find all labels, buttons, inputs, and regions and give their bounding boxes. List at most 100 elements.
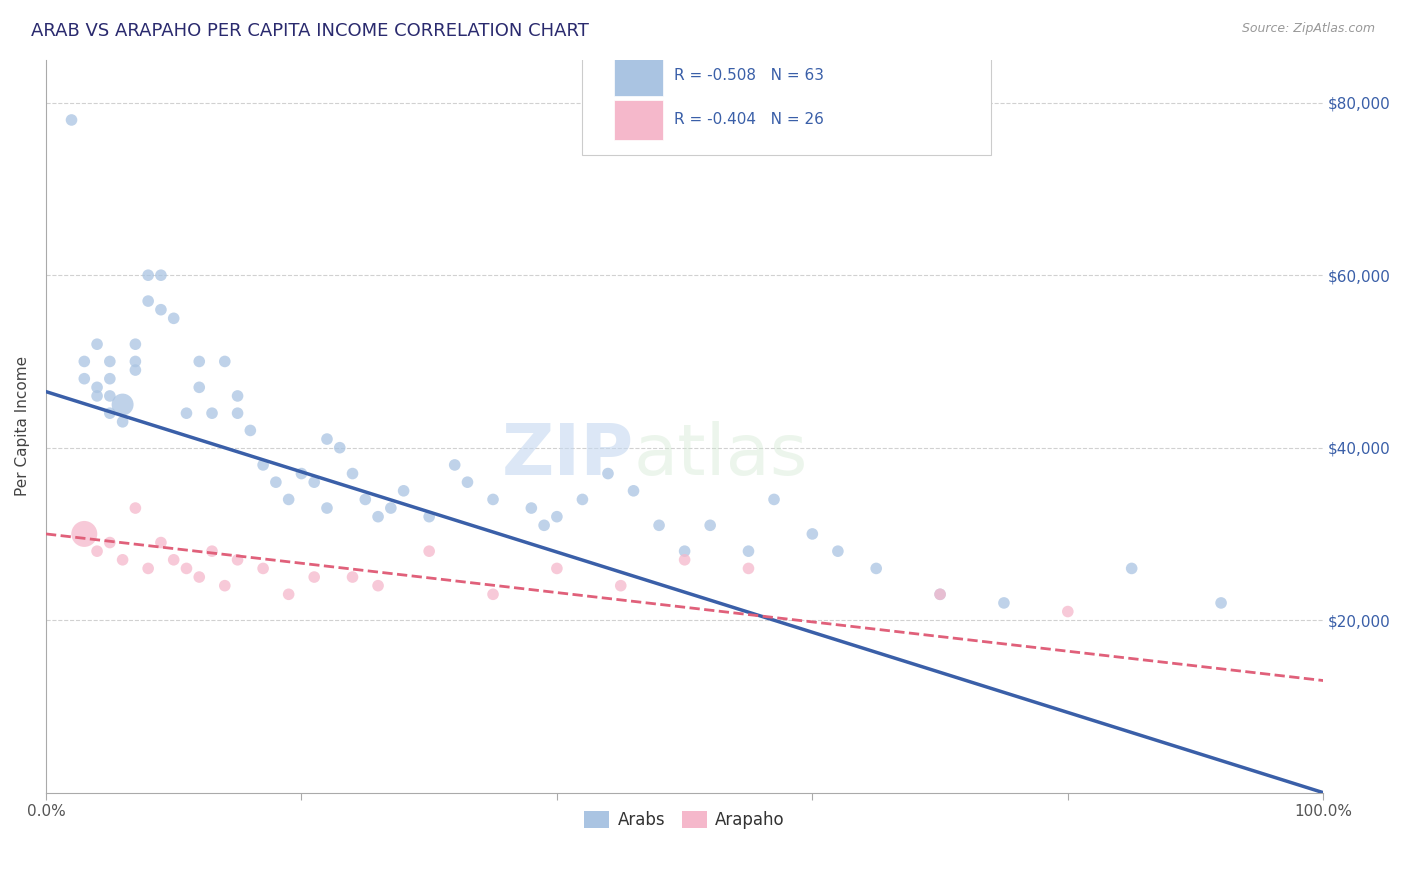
Point xyxy=(737,561,759,575)
Point xyxy=(380,501,402,516)
Point xyxy=(201,544,224,558)
Point xyxy=(993,596,1015,610)
Point xyxy=(214,579,236,593)
Point xyxy=(316,432,339,446)
Point xyxy=(1121,561,1143,575)
Point xyxy=(546,561,568,575)
Point xyxy=(316,501,339,516)
Point xyxy=(277,587,299,601)
Point xyxy=(86,389,108,403)
Point xyxy=(302,570,325,584)
Point xyxy=(60,112,83,127)
Point xyxy=(1056,605,1078,619)
Bar xyxy=(614,56,662,96)
Point xyxy=(176,406,198,420)
Point xyxy=(252,561,274,575)
Point xyxy=(302,475,325,490)
Point xyxy=(226,553,249,567)
Point xyxy=(865,561,887,575)
Text: ZIP: ZIP xyxy=(502,421,634,490)
Text: R = -0.508   N = 63: R = -0.508 N = 63 xyxy=(675,68,824,83)
Point xyxy=(201,406,224,420)
Point xyxy=(342,570,364,584)
Point xyxy=(149,535,172,549)
Point xyxy=(98,372,121,386)
Point xyxy=(239,424,262,438)
Point xyxy=(763,492,786,507)
Legend: Arabs, Arapaho: Arabs, Arapaho xyxy=(578,804,792,836)
Point xyxy=(482,587,505,601)
Point xyxy=(520,501,543,516)
Point xyxy=(98,535,121,549)
Text: ARAB VS ARAPAHO PER CAPITA INCOME CORRELATION CHART: ARAB VS ARAPAHO PER CAPITA INCOME CORREL… xyxy=(31,22,589,40)
Point xyxy=(111,415,134,429)
Text: Source: ZipAtlas.com: Source: ZipAtlas.com xyxy=(1241,22,1375,36)
Point xyxy=(188,570,211,584)
Point xyxy=(367,579,389,593)
Point xyxy=(610,579,633,593)
Point xyxy=(163,311,186,326)
Point xyxy=(342,467,364,481)
Point xyxy=(252,458,274,472)
Point xyxy=(226,389,249,403)
Point xyxy=(214,354,236,368)
Point xyxy=(418,544,440,558)
Point xyxy=(188,380,211,394)
Point xyxy=(226,406,249,420)
Point xyxy=(264,475,287,490)
Bar xyxy=(614,100,662,140)
Point xyxy=(418,509,440,524)
Point xyxy=(699,518,721,533)
Point xyxy=(673,544,696,558)
Point xyxy=(673,553,696,567)
Point xyxy=(188,354,211,368)
Point xyxy=(73,354,96,368)
Point xyxy=(482,492,505,507)
Point xyxy=(176,561,198,575)
Point xyxy=(801,527,824,541)
Point xyxy=(456,475,478,490)
Text: atlas: atlas xyxy=(634,421,808,490)
Point xyxy=(443,458,465,472)
Point xyxy=(571,492,593,507)
Point xyxy=(124,501,146,516)
Point xyxy=(929,587,952,601)
Point xyxy=(623,483,645,498)
Point xyxy=(73,372,96,386)
Point xyxy=(277,492,299,507)
Point xyxy=(533,518,555,533)
Point xyxy=(149,268,172,283)
Point xyxy=(136,561,159,575)
Point xyxy=(86,544,108,558)
Point xyxy=(929,587,952,601)
Point xyxy=(98,354,121,368)
Point xyxy=(329,441,352,455)
Point xyxy=(98,406,121,420)
Point xyxy=(124,354,146,368)
Point xyxy=(149,302,172,317)
Point xyxy=(546,509,568,524)
Point xyxy=(596,467,619,481)
Point xyxy=(124,337,146,351)
Point xyxy=(86,337,108,351)
Point xyxy=(290,467,312,481)
Point xyxy=(1209,596,1232,610)
Point xyxy=(124,363,146,377)
Point xyxy=(354,492,377,507)
Point xyxy=(111,398,134,412)
Y-axis label: Per Capita Income: Per Capita Income xyxy=(15,356,30,496)
Point xyxy=(392,483,415,498)
Point xyxy=(98,389,121,403)
Point xyxy=(737,544,759,558)
Point xyxy=(111,553,134,567)
Point xyxy=(86,380,108,394)
Point xyxy=(367,509,389,524)
Point xyxy=(827,544,849,558)
Text: R = -0.404   N = 26: R = -0.404 N = 26 xyxy=(675,112,824,128)
Point xyxy=(163,553,186,567)
Point xyxy=(73,527,96,541)
Point xyxy=(136,294,159,309)
Point xyxy=(648,518,671,533)
Point xyxy=(136,268,159,283)
FancyBboxPatch shape xyxy=(582,37,991,155)
